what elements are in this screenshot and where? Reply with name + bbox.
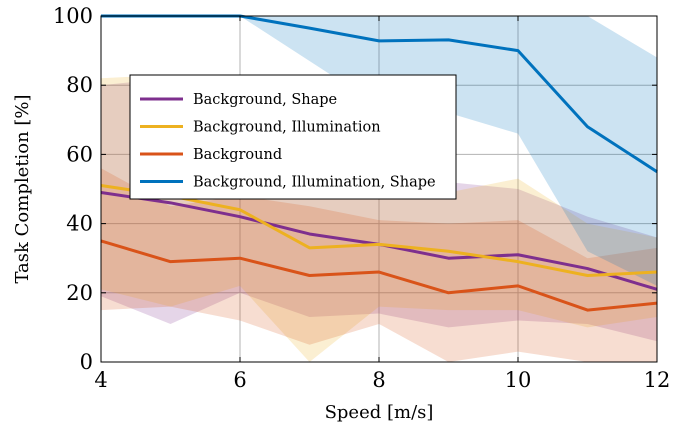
x-tick-labels: 4 6 8 10 12 bbox=[94, 368, 670, 392]
confidence-band bbox=[101, 16, 657, 286]
x-tick-label: 10 bbox=[505, 368, 532, 392]
x-tick-label: 12 bbox=[644, 368, 671, 392]
legend: Background, Shape Background, Illuminatio… bbox=[129, 74, 457, 200]
y-tick-label: 80 bbox=[66, 73, 93, 97]
legend-label: Background, Illumination bbox=[193, 120, 381, 136]
axis-ticks bbox=[100, 15, 658, 363]
legend-label: Background, Illumination, Shape bbox=[193, 175, 436, 191]
y-tick-labels: 0 20 40 60 80 100 bbox=[53, 4, 93, 374]
legend-label: Background bbox=[193, 147, 282, 163]
legend-label: Background, Shape bbox=[193, 92, 337, 108]
series-line bbox=[100, 184, 658, 277]
y-axis-title: Task Completion [%] bbox=[12, 94, 33, 283]
y-tick-label: 0 bbox=[80, 350, 93, 374]
x-tick-label: 4 bbox=[94, 368, 107, 392]
y-tick-label: 20 bbox=[66, 281, 93, 305]
x-tick-label: 8 bbox=[372, 368, 385, 392]
y-tick-label: 40 bbox=[66, 212, 93, 236]
x-tick-label: 6 bbox=[233, 368, 246, 392]
series-line bbox=[100, 239, 658, 312]
y-tick-label: 60 bbox=[66, 142, 93, 166]
y-tick-label: 100 bbox=[53, 4, 93, 28]
x-axis-title: Speed [m/s] bbox=[325, 402, 434, 423]
legend-box bbox=[129, 74, 457, 200]
